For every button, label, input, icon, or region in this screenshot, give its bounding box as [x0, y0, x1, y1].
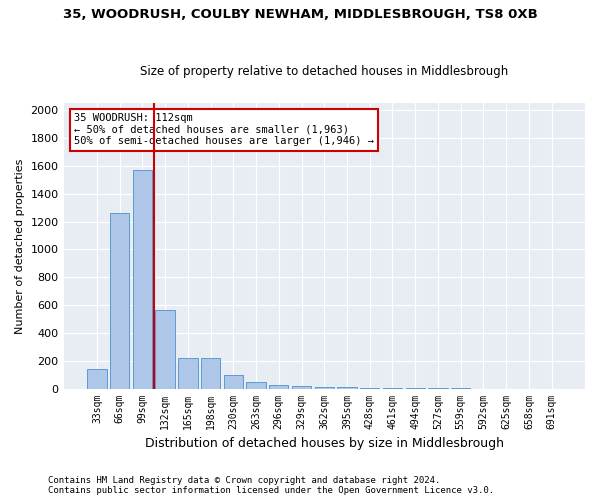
Bar [292, 386, 311, 388]
Bar [133, 170, 152, 388]
Bar [155, 310, 175, 388]
Bar [201, 358, 220, 388]
Bar [269, 384, 289, 388]
Text: 35, WOODRUSH, COULBY NEWHAM, MIDDLESBROUGH, TS8 0XB: 35, WOODRUSH, COULBY NEWHAM, MIDDLESBROU… [62, 8, 538, 20]
Y-axis label: Number of detached properties: Number of detached properties [15, 158, 25, 334]
Bar [110, 212, 130, 388]
Bar [314, 387, 334, 388]
Bar [247, 382, 266, 388]
Text: Contains HM Land Registry data © Crown copyright and database right 2024.
Contai: Contains HM Land Registry data © Crown c… [48, 476, 494, 495]
Bar [87, 369, 107, 388]
Bar [224, 376, 243, 388]
Title: Size of property relative to detached houses in Middlesbrough: Size of property relative to detached ho… [140, 66, 508, 78]
Text: 35 WOODRUSH: 112sqm
← 50% of detached houses are smaller (1,963)
50% of semi-det: 35 WOODRUSH: 112sqm ← 50% of detached ho… [74, 114, 374, 146]
X-axis label: Distribution of detached houses by size in Middlesbrough: Distribution of detached houses by size … [145, 437, 504, 450]
Bar [178, 358, 197, 388]
